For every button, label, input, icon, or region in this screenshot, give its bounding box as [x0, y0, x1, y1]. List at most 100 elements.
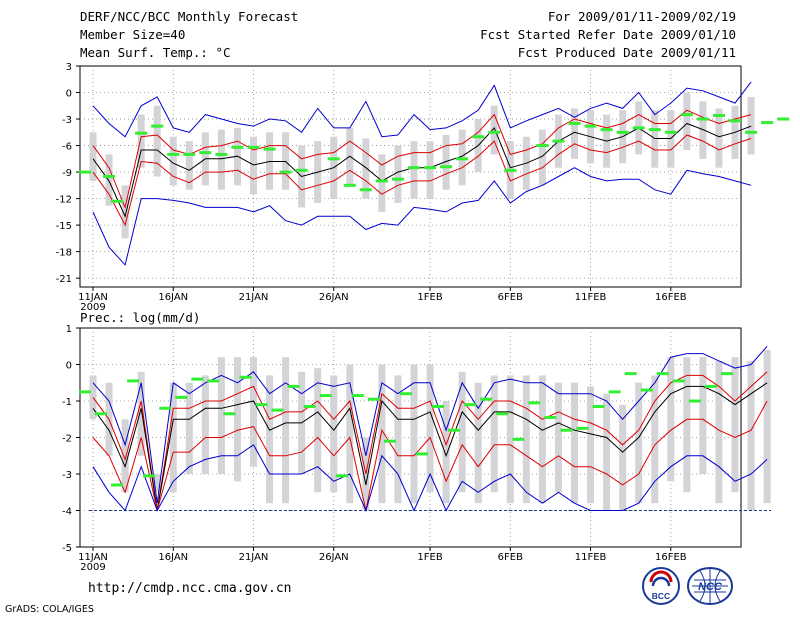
observed-mark [135, 131, 148, 135]
ensemble-box [683, 357, 691, 493]
y-tick-label: -3 [62, 470, 72, 481]
observed-mark [215, 152, 228, 156]
x-year-label: 2009 [80, 302, 105, 313]
observed-mark [464, 403, 477, 407]
x-tick-label: 11FEB [575, 292, 607, 303]
ensemble-box [715, 108, 723, 168]
x-tick-label: 26JAN [319, 292, 349, 303]
observed-mark [672, 379, 685, 383]
observed-mark [536, 144, 549, 148]
header-left: DERF/NCC/BCC Monthly Forecast Member Size… [80, 8, 298, 62]
observed-mark [78, 170, 91, 174]
observed-mark [496, 412, 509, 416]
ensemble-box [105, 154, 113, 206]
observed-mark [448, 428, 461, 432]
observed-mark [761, 121, 774, 125]
observed-mark [408, 166, 420, 170]
ensemble-box [763, 349, 771, 504]
y-tick-label: -15 [56, 221, 72, 232]
observed-mark [560, 428, 573, 432]
ensemble-box [378, 364, 386, 504]
x-year-label: 2009 [80, 562, 105, 573]
ensemble-box [89, 132, 97, 181]
observed-mark [680, 113, 693, 117]
series-q80-line [92, 109, 752, 210]
observed-mark [335, 474, 348, 478]
bcc-logo: BCC [642, 567, 680, 605]
y-tick-label: -6 [62, 142, 72, 153]
ensemble-box [89, 375, 97, 420]
observed-mark [424, 166, 437, 170]
ensemble-box [185, 141, 193, 190]
ensemble-box [201, 375, 209, 474]
observed-mark [584, 124, 597, 128]
panel-precipitation: 1 0 -1 -2 -3 -4 -5 11JAN 16JAN 21JAN 26JAN 1FEB 6FEB… [62, 324, 772, 573]
x-tick-label: 21JAN [239, 292, 269, 303]
ensemble-box [362, 138, 370, 199]
observed-mark [399, 392, 412, 396]
forecast-period: For 2009/01/11-2009/02/19 [547, 9, 736, 24]
ensemble-box [217, 357, 225, 474]
observed-mark [608, 390, 621, 394]
observed-mark [696, 117, 709, 121]
x-tick-label: 16JAN [158, 552, 188, 563]
observed-mark [456, 157, 469, 161]
observed-mark [568, 121, 581, 125]
ensemble-box [282, 357, 290, 504]
footer-url[interactable]: http://cmdp.ncc.cma.gov.cn [88, 581, 292, 596]
observed-mark [343, 183, 356, 187]
y-tick-label: -12 [56, 195, 72, 206]
x-tick-label: 1FEB [417, 552, 442, 563]
chart-title: DERF/NCC/BCC Monthly Forecast [80, 9, 299, 24]
forecast-started-date: Fcst Started Refer Date 2009/01/10 [480, 27, 736, 42]
observed-mark [416, 452, 429, 456]
x-tick-label: 16FEB [655, 552, 687, 563]
ncc-logo-text: NCC [698, 581, 723, 593]
ensemble-box [554, 382, 562, 493]
observed-mark [111, 199, 124, 203]
observed-mark [688, 399, 701, 403]
observed-mark [287, 384, 300, 388]
observed-mark [239, 375, 252, 379]
observed-mark [271, 408, 284, 412]
observed-mark [159, 406, 172, 410]
observed-mark [624, 372, 637, 376]
y-tick-label: -9 [62, 168, 72, 179]
observed-mark [279, 170, 292, 174]
y-tick-label: -2 [62, 434, 72, 445]
observed-mark [440, 165, 453, 169]
observed-mark [592, 404, 605, 408]
observed-mark [729, 119, 741, 123]
ensemble-box [153, 474, 161, 493]
observed-mark [351, 394, 364, 398]
ensemble-box [169, 136, 177, 186]
forecast-produced-date: Fcst Produced Date 2009/01/11 [517, 45, 736, 60]
observed-mark [103, 175, 116, 178]
series-mean-line [92, 122, 752, 218]
observed-mark [303, 404, 316, 408]
x-tick-label: 11JAN [78, 552, 108, 563]
y-tick-label: 1 [66, 324, 72, 335]
ensemble-box [587, 386, 595, 504]
observed-mark [183, 152, 196, 156]
ensemble-box [426, 141, 434, 199]
panel-temperature: 3 0 -3 -6 -9 -12 -15 -18 -21 11JAN 16JAN 21JAN 26JAN… [56, 62, 790, 313]
ensemble-box [153, 105, 161, 177]
observed-mark [207, 379, 220, 383]
ensemble-box [571, 382, 578, 504]
observed-mark [704, 384, 717, 388]
observed-mark [383, 439, 396, 443]
observed-mark [167, 152, 180, 156]
observed-mark [95, 412, 108, 416]
observed-mark [367, 397, 380, 401]
ensemble-box [266, 375, 274, 504]
ensemble-box [394, 375, 402, 504]
panel-frame [79, 65, 742, 288]
observed-mark [127, 379, 140, 383]
series-q80-line [92, 371, 768, 511]
ensemble-box [747, 360, 755, 511]
ensemble-box [442, 134, 450, 190]
ensemble-box [394, 145, 402, 204]
observed-mark [576, 426, 589, 430]
observed-mark [247, 145, 260, 149]
